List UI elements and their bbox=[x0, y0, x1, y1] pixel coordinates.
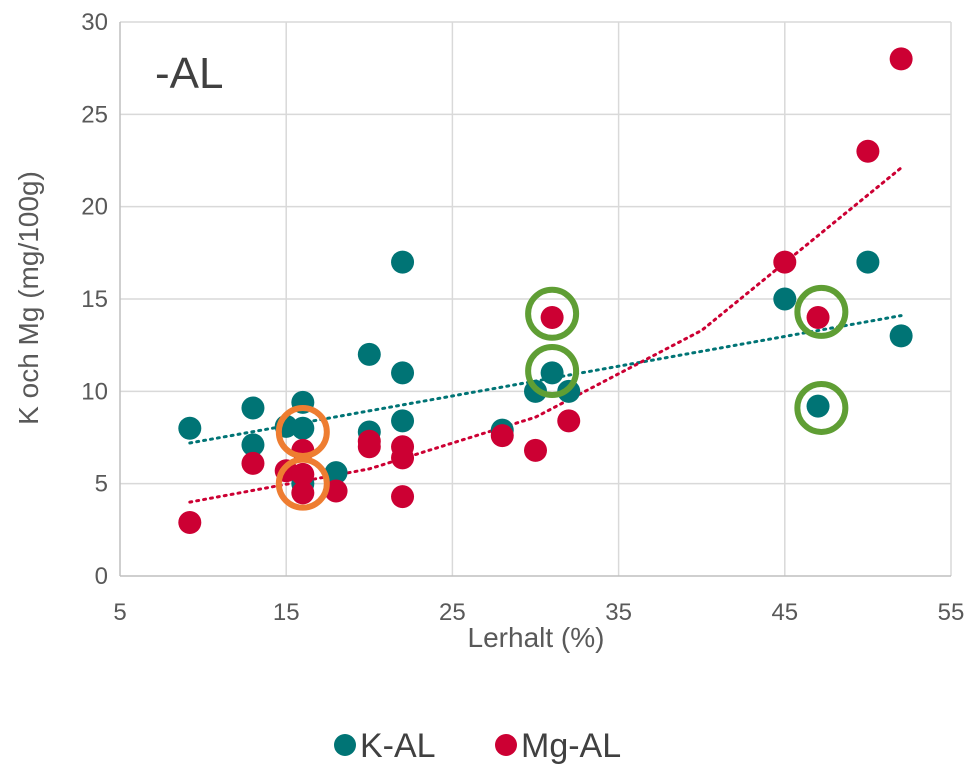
point-series-1 bbox=[773, 250, 797, 274]
y-tick-label: 20 bbox=[81, 194, 108, 221]
point-series-0 bbox=[773, 287, 797, 311]
x-tick-label: 35 bbox=[605, 599, 632, 626]
point-series-0 bbox=[540, 361, 564, 385]
highlight-circles bbox=[275, 284, 849, 511]
point-series-0 bbox=[391, 361, 415, 385]
point-series-1 bbox=[557, 409, 581, 433]
point-series-1 bbox=[524, 438, 547, 462]
grid-lines bbox=[120, 21, 952, 576]
x-axis-title: Lerhalt (%) bbox=[468, 622, 605, 653]
point-series-1 bbox=[324, 479, 348, 503]
y-tick-label: 30 bbox=[81, 9, 108, 36]
point-series-0 bbox=[291, 416, 315, 440]
point-series-0 bbox=[856, 250, 880, 274]
highlight-circle bbox=[794, 284, 849, 339]
point-series-1 bbox=[540, 305, 564, 329]
legend-label-k-al: K-AL bbox=[360, 727, 436, 765]
point-series-1 bbox=[241, 451, 265, 475]
point-series-1 bbox=[291, 481, 315, 505]
highlight-circle bbox=[525, 344, 580, 399]
legend-marker-k-al bbox=[334, 734, 356, 756]
point-series-1 bbox=[391, 446, 415, 470]
point-series-0 bbox=[357, 342, 381, 366]
point-series-1 bbox=[391, 485, 415, 509]
point-series-1 bbox=[856, 139, 880, 163]
y-tick-label: 15 bbox=[81, 286, 108, 313]
x-tick-label: 55 bbox=[938, 599, 965, 626]
point-series-1 bbox=[178, 510, 202, 534]
point-series-0 bbox=[391, 409, 415, 433]
point-series-1 bbox=[806, 305, 830, 329]
highlight-circle bbox=[275, 404, 330, 459]
y-axis-title: K och Mg (mg/100g) bbox=[13, 171, 44, 425]
point-series-1 bbox=[889, 47, 913, 71]
point-series-0 bbox=[241, 433, 265, 457]
highlight-circle bbox=[275, 456, 330, 511]
highlight-circle bbox=[794, 380, 849, 435]
point-series-1 bbox=[291, 462, 315, 486]
point-series-0 bbox=[178, 416, 202, 440]
point-series-1 bbox=[490, 424, 514, 448]
y-tick-label: 10 bbox=[81, 378, 108, 405]
y-tick-label: 25 bbox=[81, 101, 108, 128]
point-series-0 bbox=[241, 396, 265, 420]
point-series-0 bbox=[391, 250, 415, 274]
x-tick-label: 15 bbox=[273, 599, 300, 626]
y-tick-label: 0 bbox=[95, 563, 108, 590]
legend: K-AL Mg-AL bbox=[334, 727, 621, 765]
legend-label-mg-al: Mg-AL bbox=[521, 727, 621, 765]
highlight-circle bbox=[525, 286, 580, 341]
y-tick-label: 5 bbox=[95, 471, 108, 498]
x-tick-label: 5 bbox=[113, 599, 126, 626]
point-series-0 bbox=[324, 461, 348, 485]
chart-annotation: -AL bbox=[155, 49, 223, 98]
x-tick-label: 25 bbox=[439, 599, 466, 626]
legend-marker-mg-al bbox=[495, 734, 517, 756]
point-series-0 bbox=[806, 394, 830, 418]
point-series-1 bbox=[357, 435, 381, 459]
x-tick-label: 45 bbox=[771, 599, 798, 626]
point-series-0 bbox=[889, 324, 913, 348]
